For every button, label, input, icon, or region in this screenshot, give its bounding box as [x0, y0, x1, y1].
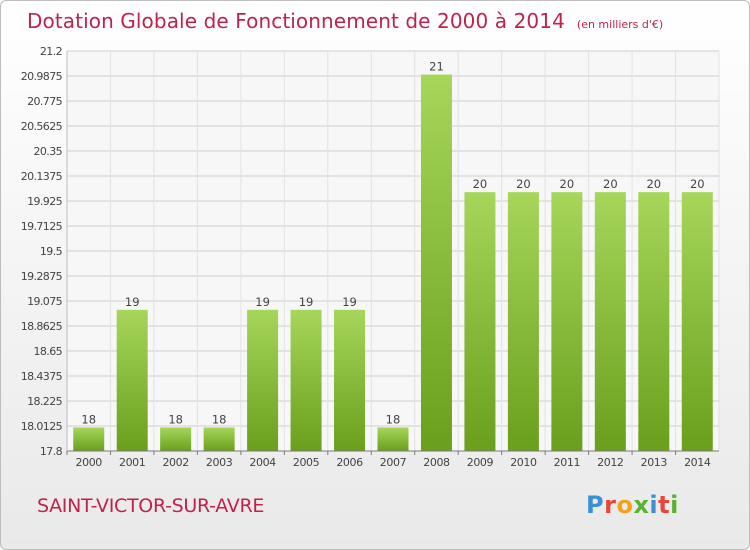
bar-2002 — [160, 427, 192, 451]
data-label-2002: 18 — [168, 412, 183, 426]
y-tick-label: 19.925 — [27, 195, 62, 208]
y-tick-label: 20.35 — [34, 145, 63, 158]
x-tick-label: 2013 — [641, 456, 668, 469]
y-tick-label: 18.65 — [34, 345, 63, 358]
y-tick-label: 20.775 — [27, 95, 62, 108]
x-tick-label: 2010 — [510, 456, 537, 469]
logo-letter: P — [586, 491, 605, 519]
x-tick-label: 2004 — [249, 456, 276, 469]
y-tick-label: 18.8625 — [21, 320, 63, 333]
data-label-2000: 18 — [81, 412, 96, 426]
data-label-2004: 19 — [255, 295, 270, 309]
x-tick-label: 2011 — [554, 456, 580, 469]
x-tick-label: 2002 — [162, 456, 188, 469]
y-tick-label: 20.1375 — [21, 170, 63, 183]
y-tick-label: 21.2 — [40, 45, 62, 58]
data-label-2005: 19 — [299, 295, 314, 309]
logo-letter: i — [670, 491, 679, 519]
labels: 18 19 18 18 19 19 19 18 21 20 20 20 20 20 20 2000 2001 20… — [76, 60, 712, 469]
commune-name: SAINT-VICTOR-SUR-AVRE — [37, 495, 265, 517]
bar-2011 — [551, 192, 583, 452]
logo-letter: i — [649, 491, 659, 519]
y-tick-label: 20.9875 — [21, 70, 63, 83]
bar-2008 — [420, 74, 452, 451]
x-tick-label: 2006 — [336, 456, 363, 469]
bar-2004 — [247, 309, 279, 451]
data-label-2010: 20 — [516, 177, 531, 191]
data-label-2011: 20 — [560, 177, 575, 191]
chart-title: Dotation Globale de Fonctionnement de 20… — [27, 9, 565, 33]
bar-2000 — [73, 427, 105, 451]
y-tick-label: 17.8 — [40, 445, 63, 458]
data-label-2013: 20 — [646, 177, 661, 191]
data-label-2012: 20 — [603, 177, 618, 191]
proxiti-logo: Proxiti — [586, 491, 679, 519]
chart-subtitle: (en milliers d'€) — [576, 18, 664, 31]
bar-2010 — [507, 192, 539, 452]
bar-2005 — [290, 309, 322, 451]
data-label-2001: 19 — [125, 295, 140, 309]
bar-2007 — [377, 427, 409, 451]
logo-letter: o — [616, 491, 634, 519]
axes: 17.8 18.0125 18.225 18.4375 18.65 18.8625 19.0… — [21, 45, 719, 458]
bar-2012 — [594, 192, 626, 452]
y-tick-label: 19.7125 — [21, 220, 63, 233]
x-tick-label: 2000 — [76, 456, 103, 469]
bar-2003 — [203, 427, 235, 451]
data-label-2008: 21 — [429, 60, 444, 74]
bar-2006 — [334, 309, 366, 451]
logo-letter: t — [658, 491, 671, 519]
bars — [73, 74, 713, 452]
data-label-2007: 18 — [386, 412, 401, 426]
title-row: Dotation Globale de Fonctionnement de 20… — [27, 9, 663, 33]
logo-letter: r — [604, 491, 617, 519]
data-label-2006: 19 — [342, 295, 357, 309]
y-tick-label: 19.075 — [27, 295, 62, 308]
x-tick-label: 2007 — [380, 456, 407, 469]
y-tick-label: 18.0125 — [21, 420, 63, 433]
y-tick-label: 18.225 — [27, 395, 62, 408]
y-tick-label: 19.2875 — [21, 270, 63, 283]
y-tick-label: 18.4375 — [21, 370, 63, 383]
bar-2009 — [464, 192, 496, 452]
x-tick-label: 2009 — [467, 456, 494, 469]
data-label-2009: 20 — [473, 177, 488, 191]
x-tick-label: 2001 — [119, 456, 145, 469]
x-tick-label: 2008 — [423, 456, 450, 469]
bar-2013 — [638, 192, 670, 452]
y-tick-label: 20.5625 — [21, 120, 63, 133]
bar-2014 — [681, 192, 713, 452]
data-label-2003: 18 — [212, 412, 227, 426]
y-tick-label: 19.5 — [40, 245, 63, 258]
bar-2001 — [116, 309, 148, 451]
logo-letter: x — [633, 491, 650, 519]
x-tick-label: 2003 — [206, 456, 233, 469]
x-tick-label: 2005 — [293, 456, 320, 469]
x-tick-label: 2012 — [597, 456, 623, 469]
x-tick-label: 2014 — [684, 456, 711, 469]
data-label-2014: 20 — [690, 177, 705, 191]
